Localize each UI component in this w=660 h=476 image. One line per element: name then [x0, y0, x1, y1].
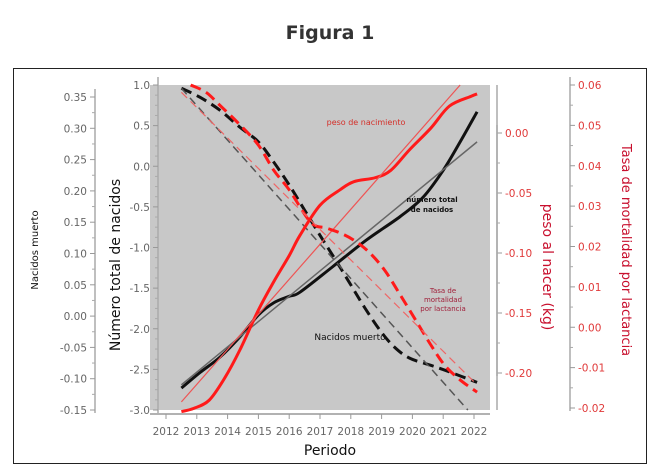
tasa-tick-label: 0.02	[578, 242, 601, 254]
tasa-axis-label: Tasa de mortalidad por lactancia	[618, 143, 633, 356]
plot-background	[150, 85, 490, 410]
annotation-numero_1: número total	[406, 196, 457, 204]
x-tick-label: 2019	[368, 426, 395, 438]
annotation-muerto: Nacidos muerto	[314, 333, 386, 343]
nacidos_muerto-tick-label: -0.10	[60, 374, 87, 386]
annotation-numero_2: de nacidos	[411, 206, 453, 214]
x-tick-label: 2020	[399, 426, 426, 438]
nacidos_muerto-tick-label: 0.20	[64, 186, 87, 198]
series-line-7	[180, 91, 478, 386]
annotation-tasa_3: por lactancia	[420, 305, 465, 313]
numero_total-tick-label: -2.5	[130, 364, 151, 376]
x-tick-label: 2013	[183, 426, 210, 438]
numero_total-tick-label: -2.0	[130, 324, 151, 336]
nacidos_muerto-tick-label: 0.35	[64, 92, 87, 104]
series-line-6	[189, 83, 478, 394]
numero_total-tick-label: 1.0	[133, 80, 150, 92]
peso-tick-label: -0.20	[505, 368, 532, 380]
tasa-tick-label: -0.02	[578, 403, 605, 415]
numero_total-tick-label: -0.5	[130, 202, 151, 214]
tasa-tick-label: 0.06	[578, 80, 602, 92]
x-tick-label: 2017	[307, 426, 334, 438]
nacidos_muerto-tick-label: 0.30	[64, 123, 87, 135]
x-axis-label: Periodo	[304, 443, 356, 459]
peso-tick-label: -0.10	[505, 248, 532, 260]
nacidos_muerto-tick-label: 0.15	[64, 217, 87, 229]
x-tick-label: 2012	[153, 426, 180, 438]
tasa-tick-label: 0.05	[578, 120, 601, 132]
x-tick-label: 2015	[245, 426, 272, 438]
series-line-3	[180, 87, 469, 411]
tasa-tick-label: -0.01	[578, 363, 605, 375]
x-tick-label: 2014	[214, 426, 241, 438]
series-line-5	[180, 84, 461, 403]
peso-axis-label: peso al nacer (kg)	[539, 204, 555, 331]
annotation-tasa_1: Tasa de	[429, 287, 456, 295]
x-tick-label: 2016	[276, 426, 303, 438]
tasa-tick-label: 0.00	[578, 322, 601, 334]
peso-tick-label: -0.05	[505, 188, 532, 200]
nacidos_muerto-tick-label: -0.05	[60, 342, 87, 354]
numero_total-tick-label: -1.0	[130, 243, 151, 255]
numero_total-tick-label: -3.0	[130, 405, 151, 417]
tasa-tick-label: 0.04	[578, 161, 602, 173]
peso-tick-label: -0.15	[505, 308, 532, 320]
nacidos_muerto-tick-label: 0.05	[64, 280, 87, 292]
nacidos_muerto-tick-label: 0.10	[64, 249, 87, 261]
nacidos_muerto-tick-label: -0.15	[60, 405, 87, 417]
numero-total-axis-label: Número total de nacidos	[108, 179, 124, 351]
series-line-2	[180, 86, 478, 384]
x-tick-label: 2021	[430, 426, 457, 438]
x-tick-label: 2018	[337, 426, 364, 438]
nacidos-muerto-axis-label: Nacidos muerto	[30, 210, 41, 289]
numero_total-tick-label: 0.5	[133, 121, 150, 133]
annotation-tasa_2: mortalidad	[424, 296, 462, 304]
tasa-tick-label: 0.01	[578, 282, 601, 294]
nacidos_muerto-tick-label: 0.00	[64, 311, 87, 323]
nacidos_muerto-tick-label: 0.25	[64, 155, 87, 167]
tasa-tick-label: 0.03	[578, 201, 601, 213]
x-tick-label: 2022	[461, 426, 488, 438]
figure-frame	[13, 68, 647, 464]
peso-tick-label: 0.00	[505, 128, 528, 140]
series-line-1	[180, 141, 478, 386]
annotation-peso: peso de nacimiento	[327, 118, 406, 127]
figure-title: Figura 1	[285, 22, 375, 44]
series-line-4	[181, 92, 478, 414]
numero_total-tick-label: 0.0	[133, 161, 150, 173]
numero_total-tick-label: -1.5	[130, 283, 151, 295]
